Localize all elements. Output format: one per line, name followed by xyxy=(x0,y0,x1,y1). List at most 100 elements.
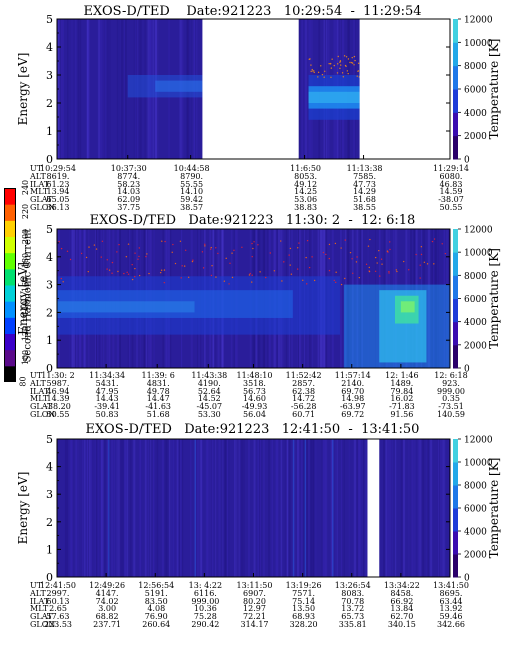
colorbar-swatch xyxy=(4,349,16,367)
temperature-point xyxy=(111,261,114,264)
temperature-point xyxy=(184,249,187,252)
spectrogram-streak xyxy=(83,439,86,577)
spectrogram-streak xyxy=(238,439,240,577)
y-tick-label: 5 xyxy=(46,433,53,446)
temperature-point xyxy=(389,248,391,251)
spectrogram-streak xyxy=(172,439,175,577)
spectrogram-streak xyxy=(109,19,111,159)
temperature-point xyxy=(251,242,253,245)
spectrogram-streak xyxy=(129,439,132,577)
spectrogram-streak xyxy=(113,439,115,577)
ephemeris-value: 38.57 xyxy=(180,202,204,212)
temperature-point xyxy=(280,240,282,242)
ephemeris-value: 6080. xyxy=(439,171,463,181)
spectrogram-streak xyxy=(100,439,102,577)
ephemeris-value: 60.13 xyxy=(46,596,70,606)
ephemeris-value: 11:57:14 xyxy=(334,371,371,380)
spectrogram-streak xyxy=(121,19,124,159)
spectrogram-streak xyxy=(243,439,245,577)
spectrogram-streak xyxy=(87,19,89,159)
spectrogram-streak xyxy=(234,439,237,577)
ephemeris-value: 60.71 xyxy=(292,409,316,419)
temperature-point xyxy=(127,243,130,245)
spectrogram-streak xyxy=(124,19,125,159)
temperature-point xyxy=(441,243,443,245)
temperature-point xyxy=(336,72,339,74)
temperature-scale-swatch xyxy=(453,65,458,90)
ephemeris-value: 62.09 xyxy=(117,195,141,205)
ephemeris-column: 11:30: 2 5987. 46.94 14.39 -38.20 50.55 xyxy=(39,372,77,419)
temperature-point xyxy=(388,270,390,273)
right-tick-label: 12000 xyxy=(464,226,493,236)
temperature-point xyxy=(324,70,326,73)
temperature-scale-swatch xyxy=(453,229,458,253)
temperature-point xyxy=(345,56,348,58)
temperature-scale-swatch xyxy=(453,298,458,323)
temperature-point xyxy=(174,262,177,265)
temperature-point xyxy=(376,262,378,264)
right-axis-label: Temperature [K] xyxy=(487,458,501,559)
temperature-point xyxy=(160,269,163,271)
y-axis-label: Energy [eV] xyxy=(16,53,30,126)
spectrogram-streak xyxy=(169,439,170,577)
spectrogram-streak xyxy=(234,439,238,577)
spectrogram-streak xyxy=(307,439,309,577)
spectrogram-streak xyxy=(321,439,323,577)
spectrogram-streak xyxy=(76,439,78,577)
colorbar-swatch xyxy=(4,268,16,286)
temperature-point xyxy=(253,241,255,243)
spectrogram-streak xyxy=(298,19,301,159)
temperature-point xyxy=(308,58,310,61)
spectrogram-streak xyxy=(125,439,126,577)
spectrogram-streak xyxy=(117,19,119,159)
spectrogram-streak xyxy=(61,19,63,159)
temperature-point xyxy=(159,271,162,274)
right-tick-label: 4000 xyxy=(464,318,487,328)
ephemeris-value: 13:11:50 xyxy=(236,581,273,590)
spectrogram-streak xyxy=(223,439,226,577)
ephemeris-column: 13:26:54 8083. 70.78 13.72 65.73 335.81 xyxy=(334,582,372,629)
temperature-point xyxy=(172,243,174,246)
spectrogram-streak xyxy=(75,439,78,577)
ephemeris-value: 11:48:10 xyxy=(236,371,273,380)
temperature-point xyxy=(248,274,251,276)
ephemeris-column: 12: 6:18 923. 999.00 0.35 -73.51 140.59 xyxy=(432,372,470,419)
ephemeris-value: 140.59 xyxy=(437,409,465,419)
spectrogram-streak xyxy=(306,439,309,577)
spectrogram-streak xyxy=(315,439,317,577)
spectrogram-streak xyxy=(430,439,433,577)
temperature-point xyxy=(328,269,331,272)
plasma-band xyxy=(57,301,195,313)
ephemeris-value: 11:52:42 xyxy=(285,371,322,380)
temperature-point xyxy=(202,267,205,269)
ephemeris-value: 923. xyxy=(442,378,460,388)
temperature-point xyxy=(137,258,139,260)
ephemeris-label: GLAT xyxy=(30,195,53,205)
temperature-point xyxy=(233,249,235,252)
ephemeris-value: 10.36 xyxy=(193,604,217,614)
ephemeris-label: UT xyxy=(30,581,43,590)
spectrogram-streak xyxy=(300,439,303,577)
right-tick-label: 12000 xyxy=(464,436,493,446)
temperature-point xyxy=(163,269,166,271)
spectrogram-streak xyxy=(268,439,270,577)
temperature-point xyxy=(310,64,312,66)
spectrogram-streak xyxy=(324,439,327,577)
ephemeris-value: 11:39: 6 xyxy=(141,371,175,380)
right-tick-label: 4000 xyxy=(464,528,487,538)
spectrogram-streak xyxy=(171,439,172,577)
spectrogram-streak xyxy=(156,439,159,577)
ephemeris-value: 14.47 xyxy=(146,394,170,404)
ephemeris-value: 56.04 xyxy=(243,409,266,419)
temperature-point xyxy=(388,272,390,274)
temperature-point xyxy=(328,243,331,246)
y-tick-label: 2 xyxy=(46,97,53,110)
spectrogram-streak xyxy=(215,439,217,577)
temperature-point xyxy=(317,76,319,78)
spectrogram-streak xyxy=(87,439,88,577)
ephemeris-value: 7585. xyxy=(353,171,376,181)
ephemeris-value: 999.00 xyxy=(437,386,465,396)
ephemeris-value: 2997. xyxy=(46,588,70,598)
temperature-scale-swatch xyxy=(453,531,458,555)
